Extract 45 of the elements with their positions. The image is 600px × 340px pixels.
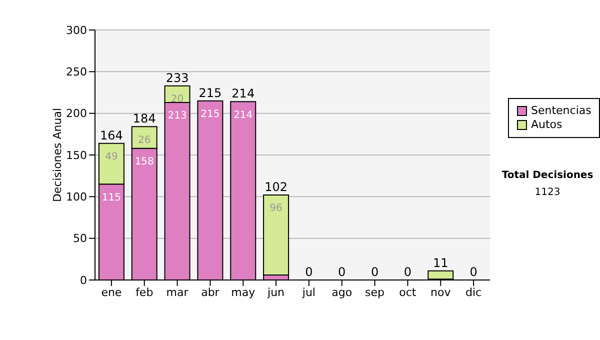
total-label: 11: [432, 256, 448, 270]
x-tick-label: may: [231, 286, 256, 299]
x-tick-label: sep: [365, 286, 385, 299]
bar: [263, 194, 290, 276]
total-label: 0: [305, 265, 313, 279]
data-label: 96: [270, 203, 282, 214]
y-tick-label: 150: [66, 148, 87, 162]
y-tick-label: 0: [80, 274, 87, 287]
total-label: 184: [132, 112, 156, 126]
data-label: 213: [168, 110, 187, 122]
data-label: 49: [105, 151, 118, 162]
y-tick-label: 200: [66, 107, 87, 120]
data-label: 26: [138, 134, 151, 146]
text: 1123: [534, 187, 562, 198]
data-label: 215: [200, 108, 220, 120]
x-tick-label: jun: [266, 286, 285, 299]
data-label: 158: [134, 156, 154, 168]
text: Total Decisiones: [500, 170, 594, 181]
total-label: 164: [100, 128, 123, 142]
legend-label: Sentencias: [530, 104, 592, 118]
total-label: 214: [232, 86, 255, 101]
y-axis-title: Decisiones Anual: [50, 108, 64, 202]
y-tick-label: 250: [66, 66, 87, 79]
x-tick-label: jul: [301, 286, 316, 299]
x-tick-label: feb: [136, 286, 154, 299]
y-tick-label: 300: [66, 24, 87, 37]
total-label: 0: [370, 265, 379, 279]
total-label: 0: [470, 265, 478, 279]
total-label: 233: [166, 70, 189, 85]
x-tick-label: mar: [166, 286, 189, 299]
total-label: 0: [338, 265, 346, 279]
y-tick-label: 50: [73, 232, 87, 246]
total-label: 0: [404, 265, 412, 279]
total-label: 215: [198, 86, 222, 100]
x-tick-label: dic: [465, 286, 482, 299]
x-tick-label: abr: [201, 286, 220, 299]
x-tick-label: ene: [101, 286, 122, 299]
data-label: 115: [102, 192, 121, 204]
x-tick-label: nov: [430, 286, 452, 299]
x-tick-label: ago: [332, 286, 352, 299]
data-label: 214: [234, 110, 253, 121]
x-tick-label: oct: [399, 286, 417, 299]
total-label: 102: [264, 180, 288, 194]
legend-label: Autos: [530, 118, 564, 132]
y-tick-label: 100: [66, 190, 87, 204]
